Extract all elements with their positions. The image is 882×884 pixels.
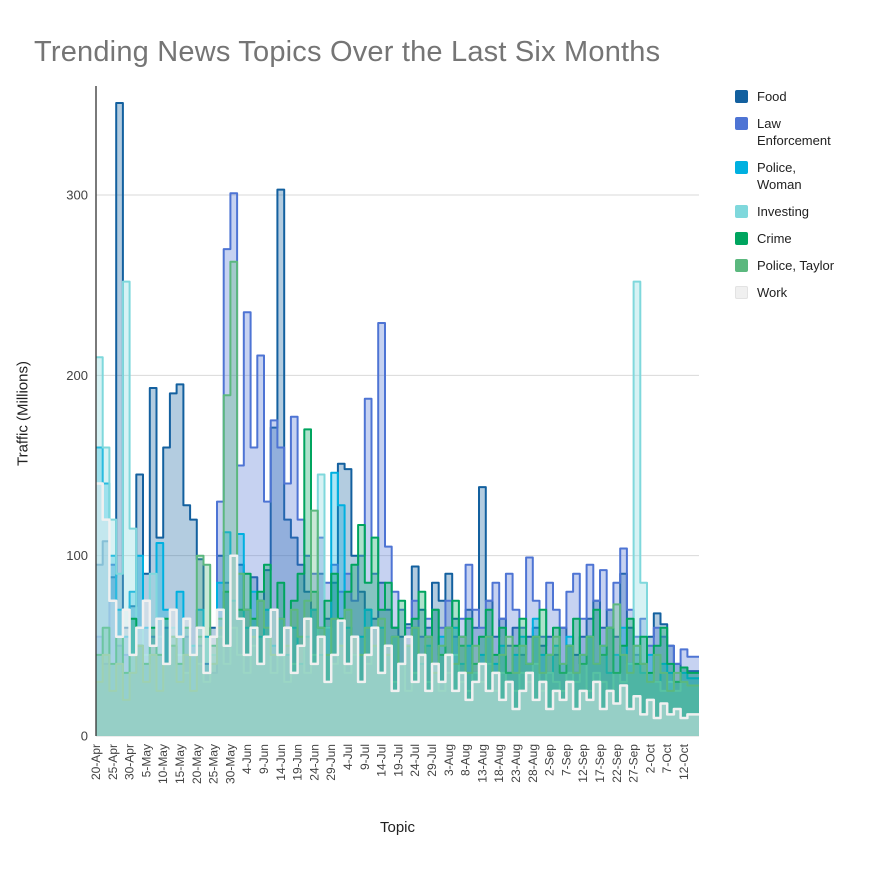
x-tick-label: 24-Jul [408, 744, 422, 777]
y-tick-label: 100 [66, 548, 88, 563]
legend-item-police-taylor: Police, Taylor [735, 257, 865, 274]
y-tick-label: 300 [66, 188, 88, 203]
x-tick-label: 22-Sep [610, 744, 624, 783]
x-tick-label: 4-Jul [341, 744, 355, 770]
area-fill-police-taylor [96, 261, 699, 736]
legend-swatch [735, 161, 748, 174]
area-fill-crime [96, 429, 699, 736]
x-tick-label: 24-Jun [307, 744, 321, 781]
x-tick-label: 23-Aug [509, 744, 523, 783]
x-axis-title: Topic [379, 819, 416, 836]
legend-item-investing: Investing [735, 203, 865, 220]
area-fill-police-woman [96, 447, 699, 736]
x-tick-label: 13-Aug [475, 744, 489, 783]
x-tick-label: 18-Aug [492, 744, 506, 783]
legend-label: Police, Taylor [757, 258, 835, 273]
x-tick-label: 27-Sep [627, 744, 641, 783]
x-tick-label: 25-May [207, 744, 221, 784]
legend-swatch [735, 205, 748, 218]
legend-swatch [735, 232, 748, 245]
x-tick-label: 14-Jun [274, 744, 288, 781]
series-group [96, 102, 699, 736]
legend-item-crime: Crime [735, 230, 865, 247]
x-tick-label: 28-Aug [526, 744, 540, 783]
step-line-police-taylor [96, 260, 699, 701]
x-tick-label: 25-Apr [106, 744, 120, 780]
step-line-work [96, 482, 699, 720]
legend-swatch [735, 117, 748, 130]
legend-label: Investing [757, 204, 810, 219]
x-tick-label: 19-Jul [391, 744, 405, 777]
x-tick-label: 19-Jun [291, 744, 305, 781]
x-tick-label: 3-Aug [442, 744, 456, 776]
area-fill-work [96, 483, 699, 736]
x-tick-label: 4-Jun [240, 744, 254, 774]
x-tick-label: 9-Jul [358, 744, 372, 770]
x-tick-label: 7-Sep [559, 744, 573, 776]
x-tick-label: 5-May [139, 744, 153, 777]
x-tick-label: 10-May [156, 744, 170, 784]
legend-label: Work [757, 285, 788, 300]
legend-item-police-woman: Police, Woman [735, 159, 865, 193]
legend-label: Law Enforcement [757, 116, 831, 148]
x-tick-label: 12-Sep [576, 744, 590, 783]
x-tick-label: 20-May [190, 744, 204, 784]
x-tick-label: 8-Aug [459, 744, 473, 776]
x-tick-label: 7-Oct [660, 743, 674, 773]
x-tick-label: 2-Oct [643, 743, 657, 773]
legend-swatch [735, 259, 748, 272]
legend-label: Food [757, 89, 787, 104]
y-tick-label: 200 [66, 368, 88, 383]
y-tick-label: 0 [81, 729, 88, 744]
x-tick-label: 9-Jun [257, 744, 271, 774]
x-tick-label: 15-May [173, 744, 187, 784]
chart-title: Trending News Topics Over the Last Six M… [34, 36, 661, 68]
x-tick-label: 12-Oct [677, 743, 691, 780]
x-tick-label: 2-Sep [543, 744, 557, 776]
legend-swatch [735, 286, 748, 299]
legend-label: Crime [757, 231, 792, 246]
x-tick-label: 30-Apr [123, 744, 137, 780]
legend-item-law-enforcement: Law Enforcement [735, 115, 865, 149]
legend-item-food: Food [735, 88, 865, 105]
x-tick-label: 17-Sep [593, 744, 607, 783]
legend-label: Police, Woman [757, 160, 802, 192]
x-tick-label: 29-Jul [425, 744, 439, 777]
chart-legend: Food Law Enforcement Police, Woman Investin… [735, 88, 865, 301]
x-tick-label: 20-Apr [89, 744, 103, 780]
x-tick-label: 29-Jun [324, 744, 338, 781]
area-fill-law-enforcement [96, 193, 699, 736]
x-tick-label: 30-May [223, 744, 237, 784]
legend-item-work: Work [735, 284, 865, 301]
x-tick-label: 14-Jul [375, 744, 389, 777]
legend-swatch [735, 90, 748, 103]
